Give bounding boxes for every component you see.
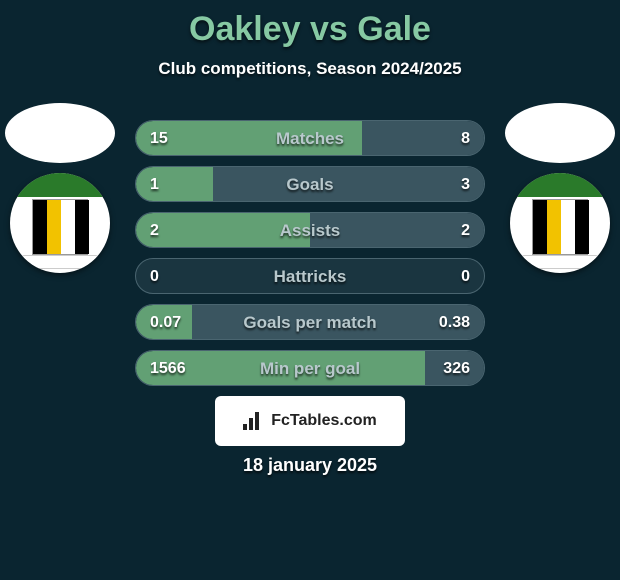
stat-label: Goals [136, 167, 484, 202]
club-logo-right [510, 173, 610, 273]
stat-label: Goals per match [136, 305, 484, 340]
stat-row: Matches [135, 120, 485, 156]
stat-row: Hattricks [135, 258, 485, 294]
fctables-label: FcTables.com [271, 412, 377, 430]
club-logo-left [10, 173, 110, 273]
stat-label: Min per goal [136, 351, 484, 386]
player-silhouette-head [505, 103, 615, 163]
stat-row: Goals per match [135, 304, 485, 340]
footer-date: 18 january 2025 [0, 455, 620, 476]
stat-row: Assists [135, 212, 485, 248]
player-silhouette-head [5, 103, 115, 163]
player-left-avatar [0, 103, 120, 283]
page-subtitle: Club competitions, Season 2024/2025 [0, 59, 620, 79]
fctables-link[interactable]: FcTables.com [215, 396, 405, 446]
stat-label: Hattricks [136, 259, 484, 294]
page-title: Oakley vs Gale [0, 0, 620, 49]
comparison-infographic: Oakley vs Gale Club competitions, Season… [0, 0, 620, 580]
stat-label: Matches [136, 121, 484, 156]
stat-row: Goals [135, 166, 485, 202]
stats-bars: Matches Goals Assists Hattricks Goals per ma… [135, 120, 485, 396]
stat-label: Assists [136, 213, 484, 248]
fctables-logo-icon [243, 412, 265, 430]
player-right-avatar [500, 103, 620, 283]
stat-row: Min per goal [135, 350, 485, 386]
